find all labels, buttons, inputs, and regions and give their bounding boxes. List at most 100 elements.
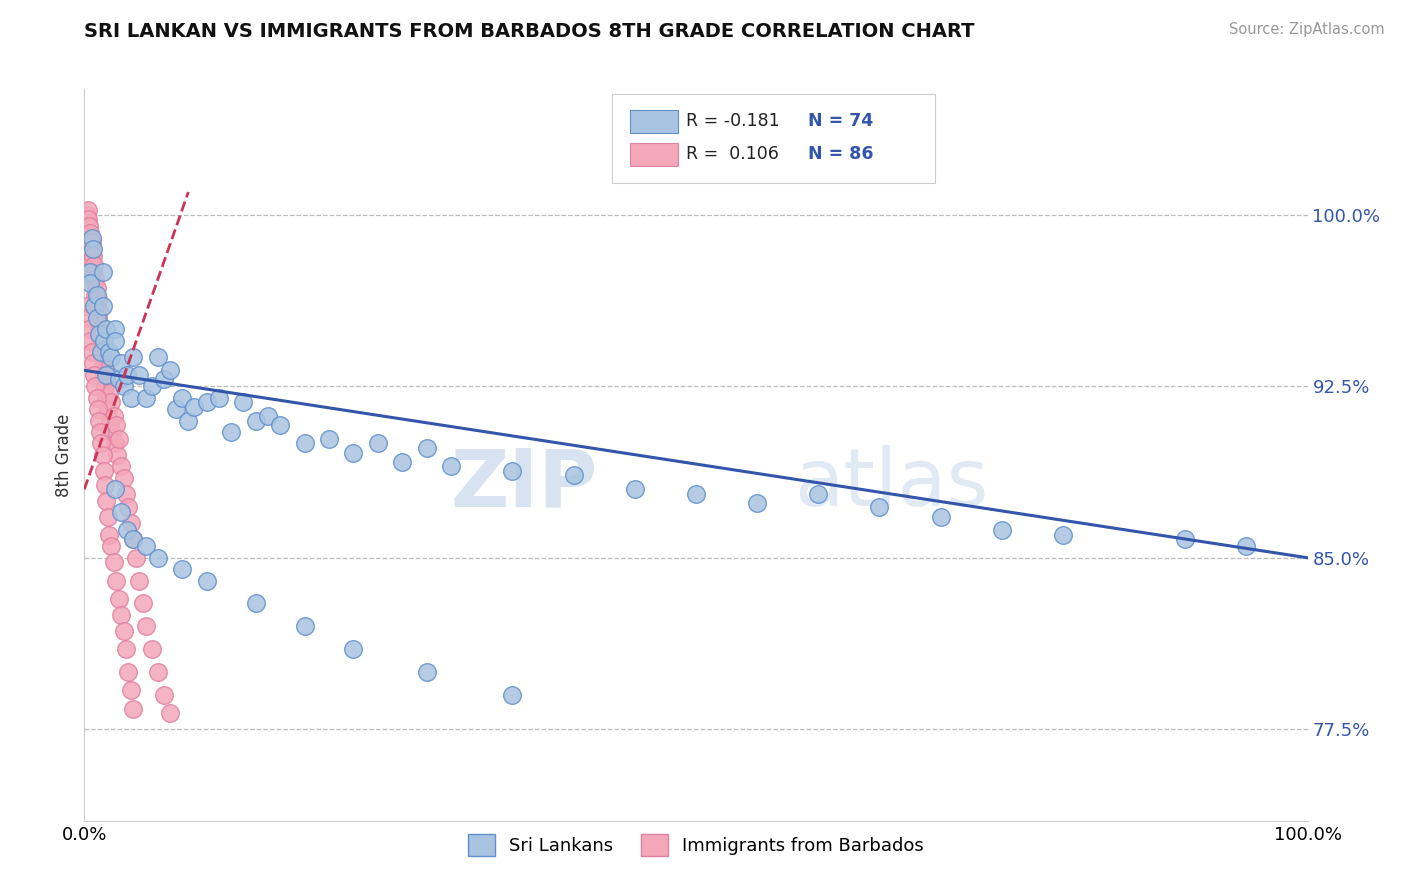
Point bbox=[146, 665, 169, 679]
Point bbox=[86, 299, 108, 313]
Point bbox=[97, 345, 120, 359]
Point bbox=[101, 425, 124, 439]
Point bbox=[91, 448, 114, 462]
Point bbox=[110, 607, 132, 622]
Point bbox=[115, 524, 138, 538]
Point bbox=[80, 345, 103, 359]
Point bbox=[146, 550, 169, 565]
Point bbox=[1174, 533, 1197, 547]
Point bbox=[416, 665, 439, 679]
Point bbox=[416, 441, 439, 455]
Point bbox=[141, 379, 163, 393]
Point bbox=[112, 624, 135, 638]
Point bbox=[83, 258, 105, 272]
Point bbox=[80, 235, 103, 250]
Point bbox=[105, 418, 128, 433]
Point bbox=[89, 425, 111, 439]
Point bbox=[159, 706, 181, 721]
Point bbox=[93, 334, 115, 348]
Point bbox=[93, 368, 115, 382]
Point bbox=[96, 391, 118, 405]
Point bbox=[342, 642, 364, 657]
Text: Source: ZipAtlas.com: Source: ZipAtlas.com bbox=[1229, 22, 1385, 37]
Point bbox=[96, 322, 118, 336]
Point bbox=[76, 299, 98, 313]
Point bbox=[91, 356, 114, 371]
Legend: Sri Lankans, Immigrants from Barbados: Sri Lankans, Immigrants from Barbados bbox=[461, 826, 931, 863]
Point bbox=[208, 391, 231, 405]
Point bbox=[172, 391, 194, 405]
Point bbox=[153, 372, 176, 386]
Point bbox=[98, 414, 121, 428]
Point bbox=[84, 379, 107, 393]
Point bbox=[84, 272, 107, 286]
Point bbox=[104, 436, 127, 450]
Point bbox=[97, 528, 120, 542]
Point bbox=[80, 231, 103, 245]
Point bbox=[91, 299, 114, 313]
Point bbox=[177, 414, 200, 428]
Point bbox=[135, 540, 157, 554]
Text: SRI LANKAN VS IMMIGRANTS FROM BARBADOS 8TH GRADE CORRELATION CHART: SRI LANKAN VS IMMIGRANTS FROM BARBADOS 8… bbox=[84, 22, 974, 41]
Point bbox=[141, 642, 163, 657]
Point bbox=[122, 701, 145, 715]
Point bbox=[97, 509, 120, 524]
Point bbox=[195, 574, 218, 588]
Point bbox=[110, 356, 132, 371]
Point bbox=[86, 310, 108, 325]
Point bbox=[117, 665, 139, 679]
Point bbox=[391, 455, 413, 469]
Point bbox=[869, 500, 891, 515]
Point bbox=[77, 212, 100, 227]
Point bbox=[257, 409, 280, 423]
Point bbox=[96, 493, 118, 508]
Point bbox=[502, 688, 524, 702]
Point bbox=[807, 487, 830, 501]
Point bbox=[122, 533, 145, 547]
Point bbox=[159, 363, 181, 377]
Text: ZIP: ZIP bbox=[451, 445, 598, 524]
Y-axis label: 8th Grade: 8th Grade bbox=[55, 413, 73, 497]
Point bbox=[342, 445, 364, 459]
Point bbox=[93, 350, 115, 364]
Point bbox=[104, 482, 127, 496]
Point bbox=[685, 487, 707, 501]
Point bbox=[79, 242, 101, 256]
Point bbox=[90, 345, 112, 359]
Point bbox=[172, 562, 194, 576]
Point bbox=[90, 345, 112, 359]
Point bbox=[135, 619, 157, 633]
Point bbox=[115, 487, 138, 501]
Text: R =  0.106: R = 0.106 bbox=[686, 145, 779, 163]
Point bbox=[83, 299, 105, 313]
Point bbox=[245, 414, 267, 428]
Point bbox=[146, 350, 169, 364]
Point bbox=[1236, 540, 1258, 554]
Point bbox=[84, 288, 107, 302]
Point bbox=[112, 471, 135, 485]
Point bbox=[294, 619, 316, 633]
Point bbox=[82, 249, 104, 263]
Point bbox=[1052, 528, 1074, 542]
Point bbox=[128, 368, 150, 382]
Point bbox=[77, 219, 100, 234]
Point bbox=[97, 386, 120, 401]
Point bbox=[112, 379, 135, 393]
Point bbox=[76, 208, 98, 222]
Point bbox=[929, 509, 952, 524]
Point bbox=[165, 402, 187, 417]
Point bbox=[624, 482, 647, 496]
Point bbox=[80, 253, 103, 268]
Point bbox=[79, 334, 101, 348]
Point bbox=[100, 395, 122, 409]
Point bbox=[87, 326, 110, 341]
Point bbox=[107, 372, 129, 386]
Point bbox=[747, 496, 769, 510]
Point bbox=[105, 574, 128, 588]
Point bbox=[100, 350, 122, 364]
Point bbox=[232, 395, 254, 409]
Point bbox=[120, 516, 142, 531]
Point bbox=[82, 356, 104, 371]
Point bbox=[120, 391, 142, 405]
Text: N = 74: N = 74 bbox=[808, 112, 873, 130]
